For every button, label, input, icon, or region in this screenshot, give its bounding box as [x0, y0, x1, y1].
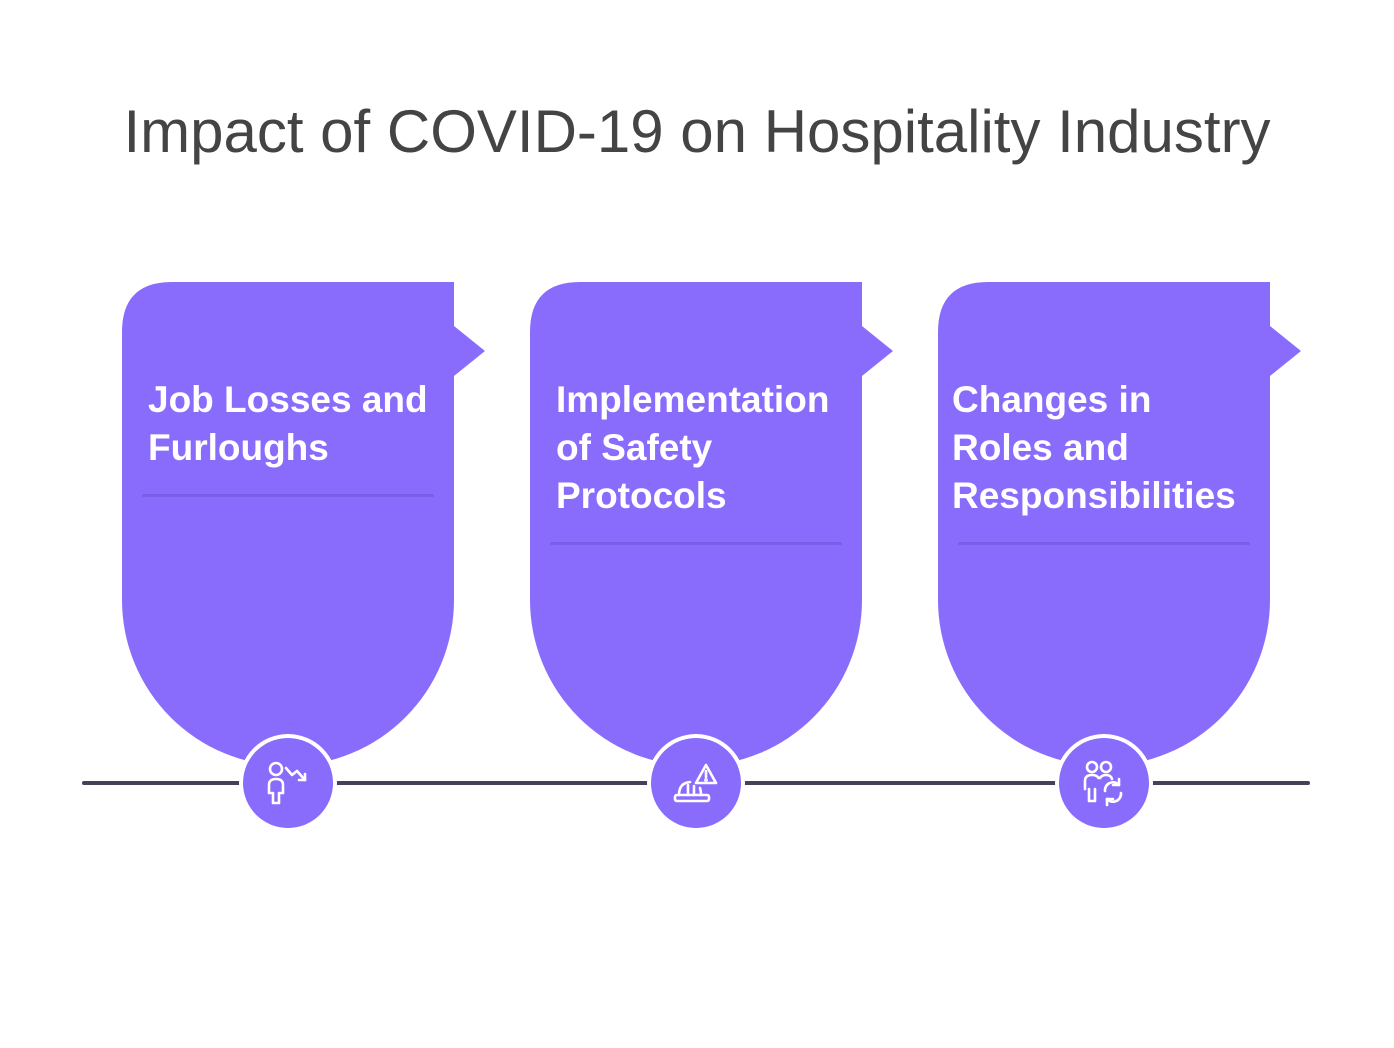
- step-card-shape: [530, 282, 893, 766]
- person-downtrend-icon: [267, 761, 307, 805]
- step-divider: [958, 542, 1250, 545]
- people-rotate-icon: [1083, 760, 1123, 807]
- step-card-shape: [122, 282, 485, 766]
- step-card-roles-responsibilities: Changes in Roles and Responsibilities: [938, 282, 1302, 766]
- step-label: Implementation of Safety Protocols: [556, 379, 830, 516]
- timeline-node-1: [239, 734, 337, 832]
- step-card-safety-protocols: Implementation of Safety Protocols: [530, 282, 894, 766]
- diagram-title: Impact of COVID-19 on Hospitality Indust…: [123, 98, 1271, 165]
- step-label: Changes in Roles and Responsibilities: [952, 379, 1236, 516]
- step-card-job-losses: Job Losses and Furloughs: [122, 282, 486, 766]
- step-label: Job Losses and Furloughs: [148, 379, 428, 468]
- timeline-node-3: [1055, 734, 1153, 832]
- step-divider: [550, 542, 842, 545]
- step-divider: [142, 494, 434, 497]
- timeline-node-2: [647, 734, 745, 832]
- hardhat-warning-icon: [673, 763, 718, 803]
- step-card-shape: [938, 282, 1301, 766]
